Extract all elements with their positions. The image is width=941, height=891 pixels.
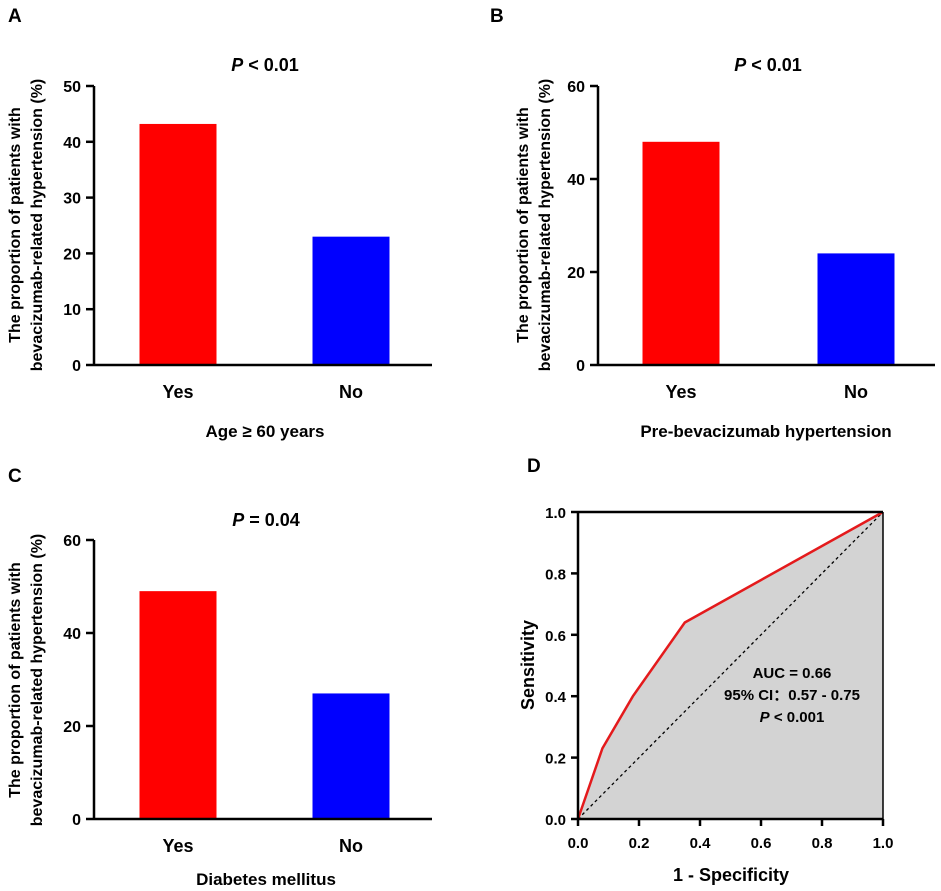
roc-x-tick-label-1.0: 1.0 (873, 835, 894, 852)
p-value-title-c: P = 0.04 (232, 510, 300, 530)
bar-yes-a (139, 123, 217, 365)
roc-x-tick-label-0.8: 0.8 (812, 835, 833, 852)
roc-y-tick-label-1.0: 1.0 (545, 505, 566, 522)
y-ticks-a: 0 10 20 30 40 50 (63, 79, 94, 375)
panel-c: C P = 0.04 The proportion of patients wi… (7, 466, 432, 889)
category-label-no-c: No (339, 836, 363, 856)
y-tick-label-0-b: 0 (576, 358, 585, 375)
roc-curve-line (576, 510, 884, 820)
p-rest-b: < 0.01 (746, 55, 802, 75)
roc-y-tick-label-0.6: 0.6 (545, 628, 566, 645)
roc-reference-diagonal (577, 511, 884, 820)
y-tick-label-30-a: 30 (63, 191, 81, 208)
panel-letter-d: D (527, 456, 541, 477)
y-tick-label-10-a: 10 (63, 302, 81, 319)
y-axis-title-line2-c: bevacizumab-related hypertension (%) (29, 534, 46, 827)
roc-y-ticks: 0.0 0.2 0.4 0.6 0.8 1.0 (545, 505, 578, 829)
y-tick-label-60-b: 60 (567, 79, 585, 96)
category-label-no-b: No (844, 382, 868, 402)
bars-b (642, 141, 895, 365)
category-label-yes-a: Yes (162, 382, 193, 402)
y-tick-label-20-a: 20 (63, 246, 81, 263)
panel-a: A P < 0.01 The proportion of patients wi… (7, 6, 432, 441)
y-tick-label-60-c: 60 (63, 533, 81, 550)
bar-no-b (817, 253, 895, 365)
bars-a (139, 123, 390, 365)
roc-y-tick-label-0.0: 0.0 (545, 812, 566, 829)
p-value-title-b: P < 0.01 (734, 55, 802, 75)
roc-y-tick-label-0.8: 0.8 (545, 566, 566, 583)
category-label-yes-b: Yes (665, 382, 696, 402)
panel-letter-b: B (490, 6, 504, 27)
y-axis-title-line2-a: bevacizumab-related hypertension (%) (29, 79, 46, 372)
x-axis-title-c: Diabetes mellitus (196, 870, 336, 889)
p-italic-a: P (231, 55, 244, 75)
p-italic-b: P (734, 55, 747, 75)
bar-yes-c (139, 591, 217, 819)
y-tick-label-40-b: 40 (567, 172, 585, 189)
y-axis-title-b: The proportion of patients with bevacizu… (515, 79, 554, 372)
panel-d: D 0.0 0.2 0.4 0.6 0.8 1.0 0.00.20.40.60.81.0 … (518, 456, 893, 885)
panel-letter-a: A (8, 6, 22, 27)
y-tick-label-20-b: 20 (567, 265, 585, 282)
roc-y-axis-title: Sensitivity (518, 620, 538, 710)
bars-c (139, 591, 390, 819)
y-axis-title-line2-b: bevacizumab-related hypertension (%) (537, 79, 554, 372)
y-axis-title-line1-c: The proportion of patients with (7, 562, 24, 798)
roc-x-tick-label-0.0: 0.0 (568, 835, 589, 852)
y-axis-title-line1-b: The proportion of patients with (515, 107, 532, 343)
category-label-yes-c: Yes (162, 836, 193, 856)
bar-yes-b (642, 141, 720, 365)
roc-y-tick-label-0.4: 0.4 (545, 689, 567, 706)
ci-annotation: 95% CI：0.57 - 0.75 (724, 687, 860, 704)
y-tick-label-20-c: 20 (63, 719, 81, 736)
p-value-title-a: P < 0.01 (231, 55, 299, 75)
roc-x-ticks: 0.0 0.2 0.4 0.6 0.8 1.0 (568, 819, 894, 852)
y-tick-label-50-a: 50 (63, 79, 81, 96)
bar-no-c (312, 693, 390, 819)
bar-no-a (312, 236, 390, 365)
y-tick-label-0-a: 0 (72, 358, 81, 375)
y-ticks-c: 0 20 40 60 (63, 533, 94, 829)
y-axis-title-line1-a: The proportion of patients with (7, 107, 24, 343)
y-axis-title-a: The proportion of patients with bevacizu… (7, 79, 46, 372)
panel-letter-c: C (8, 466, 22, 487)
auc-annotation: AUC = 0.66 (753, 665, 832, 682)
y-axis-title-c: The proportion of patients with bevacizu… (7, 534, 46, 827)
roc-x-tick-label-0.2: 0.2 (629, 835, 650, 852)
p-rest-d: < 0.001 (770, 709, 825, 726)
x-axis-title-b: Pre-bevacizumab hypertension (640, 422, 891, 441)
p-annotation: P < 0.001 (760, 709, 825, 726)
category-label-no-a: No (339, 382, 363, 402)
y-tick-label-40-c: 40 (63, 626, 81, 643)
p-rest-a: < 0.01 (243, 55, 299, 75)
y-tick-label-0-c: 0 (72, 812, 81, 829)
roc-y-tick-label-0.2: 0.2 (545, 751, 566, 768)
roc-x-tick-label-0.4: 0.4 (690, 835, 712, 852)
p-italic-c: P (232, 510, 245, 530)
panel-b: B P < 0.01 The proportion of patients wi… (490, 6, 935, 441)
x-axis-title-a: Age ≥ 60 years (206, 422, 325, 441)
roc-x-axis-title: 1 - Specificity (673, 865, 789, 885)
y-tick-label-40-a: 40 (63, 135, 81, 152)
roc-x-tick-label-0.6: 0.6 (751, 835, 772, 852)
y-ticks-b: 0 20 40 60 (567, 79, 598, 375)
p-italic-d: P (760, 709, 771, 726)
p-rest-c: = 0.04 (244, 510, 300, 530)
